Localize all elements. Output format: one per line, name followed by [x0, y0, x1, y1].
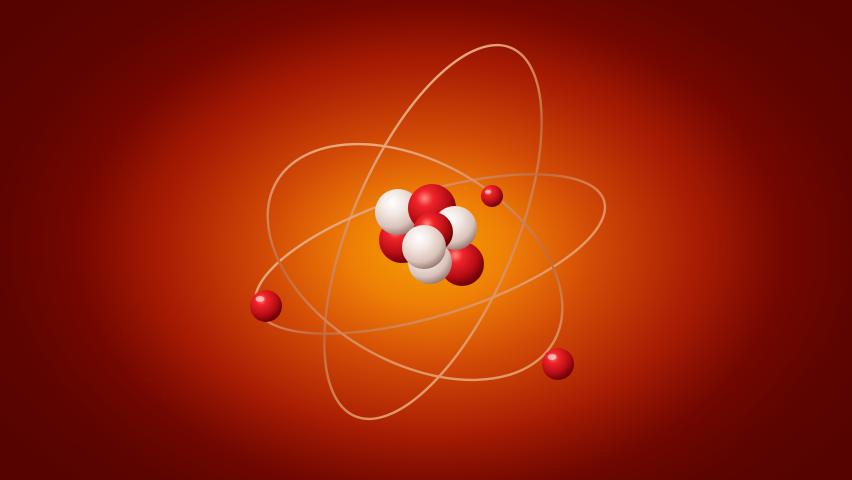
electron	[542, 348, 574, 380]
electron	[250, 290, 282, 322]
electron	[481, 185, 503, 207]
orbit-ring	[323, 43, 543, 421]
nucleus	[375, 184, 484, 286]
electron-highlight	[485, 190, 491, 194]
proton	[440, 242, 484, 286]
orbit-ring	[266, 142, 564, 382]
electron-highlight	[547, 354, 557, 360]
neutron	[402, 225, 446, 269]
electron-highlight	[255, 296, 265, 302]
